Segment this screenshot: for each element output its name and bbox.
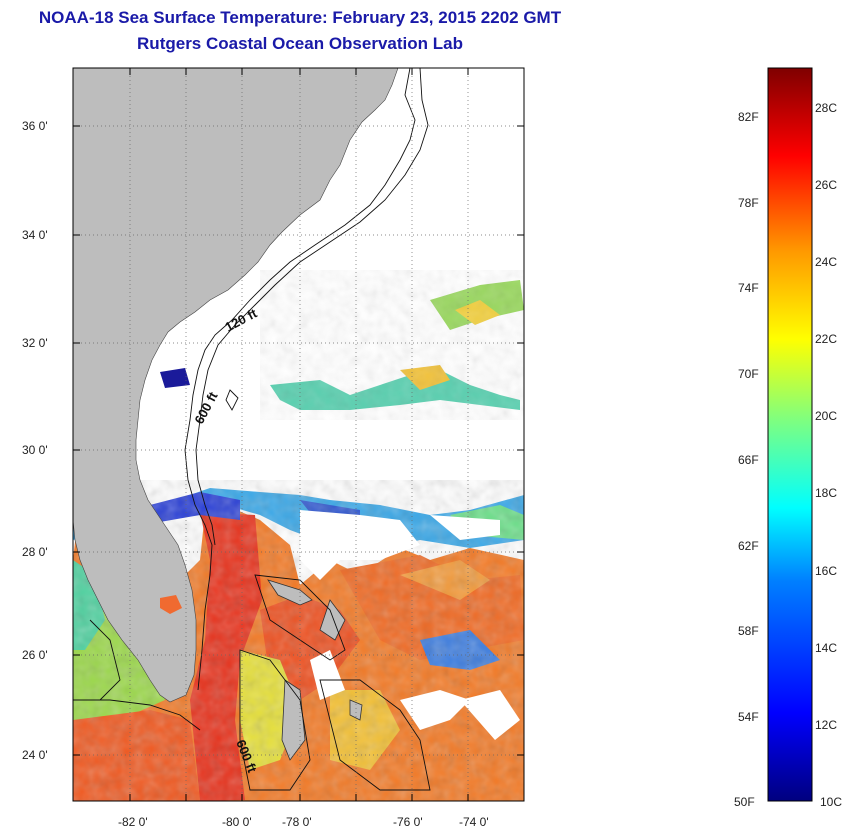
cb-c-10: 10C	[820, 795, 842, 809]
map-subtitle: Rutgers Coastal Ocean Observation Lab	[137, 34, 463, 53]
lat-label-34: 34 0'	[22, 228, 48, 242]
cloud-gaps	[300, 510, 520, 740]
cb-c-12: 12C	[815, 718, 837, 732]
cb-f-78: 78F	[738, 196, 759, 210]
lon-label-80: -80 0'	[222, 815, 252, 829]
colorbar-fahrenheit-labels: 82F 78F 74F 70F 66F 62F 58F 54F 50F	[734, 110, 759, 809]
sst-field	[73, 270, 524, 801]
island-bahamas-3	[281, 679, 306, 761]
island-bahamas-2	[319, 599, 346, 641]
cb-c-22: 22C	[815, 332, 837, 346]
cb-c-18: 18C	[815, 486, 837, 500]
lat-label-26: 26 0'	[22, 648, 48, 662]
map-title: NOAA-18 Sea Surface Temperature: Februar…	[38, 8, 562, 27]
cb-c-20: 20C	[815, 409, 837, 423]
lon-label-82: -82 0'	[118, 815, 148, 829]
cb-c-24: 24C	[815, 255, 837, 269]
cb-f-66: 66F	[738, 453, 759, 467]
cb-c-14: 14C	[815, 641, 837, 655]
map-frame	[72, 67, 525, 802]
cb-c-26: 26C	[815, 178, 837, 192]
cb-f-82: 82F	[738, 110, 759, 124]
lat-label-24: 24 0'	[22, 748, 48, 762]
lat-label-32: 32 0'	[22, 336, 48, 350]
cb-f-62: 62F	[738, 539, 759, 553]
cb-c-16: 16C	[815, 564, 837, 578]
map-plot-area: 120 ft 600 ft 600 ft	[73, 68, 524, 801]
land-us-coast	[73, 68, 399, 703]
lat-label-36: 36 0'	[22, 119, 48, 133]
island-bahamas-1	[267, 579, 313, 606]
cb-f-74: 74F	[738, 281, 759, 295]
cb-f-54: 54F	[738, 710, 759, 724]
colorbar-celsius-labels: 28C 26C 24C 22C 20C 18C 16C 14C 12C 10C	[815, 101, 842, 809]
colorbar: 82F 78F 74F 70F 66F 62F 58F 54F 50F 28C …	[734, 67, 842, 809]
cb-f-70: 70F	[738, 367, 759, 381]
latitude-labels: 36 0' 34 0' 32 0' 30 0' 28 0' 26 0' 24 0…	[22, 119, 48, 762]
colorbar-gradient	[768, 68, 812, 801]
cb-f-58: 58F	[738, 624, 759, 638]
lon-label-74: -74 0'	[459, 815, 489, 829]
axis-ticks	[73, 68, 524, 801]
cb-c-28: 28C	[815, 101, 837, 115]
island-bahamas-4	[349, 699, 363, 721]
longitude-labels: -82 0' -80 0' -78 0' -76 0' -74 0'	[118, 815, 489, 829]
colorbar-frame	[767, 67, 813, 802]
lake-okeechobee	[160, 595, 182, 614]
lat-label-28: 28 0'	[22, 545, 48, 559]
cb-f-50: 50F	[734, 795, 755, 809]
lon-label-76: -76 0'	[393, 815, 423, 829]
lat-label-30: 30 0'	[22, 443, 48, 457]
lon-label-78: -78 0'	[282, 815, 312, 829]
